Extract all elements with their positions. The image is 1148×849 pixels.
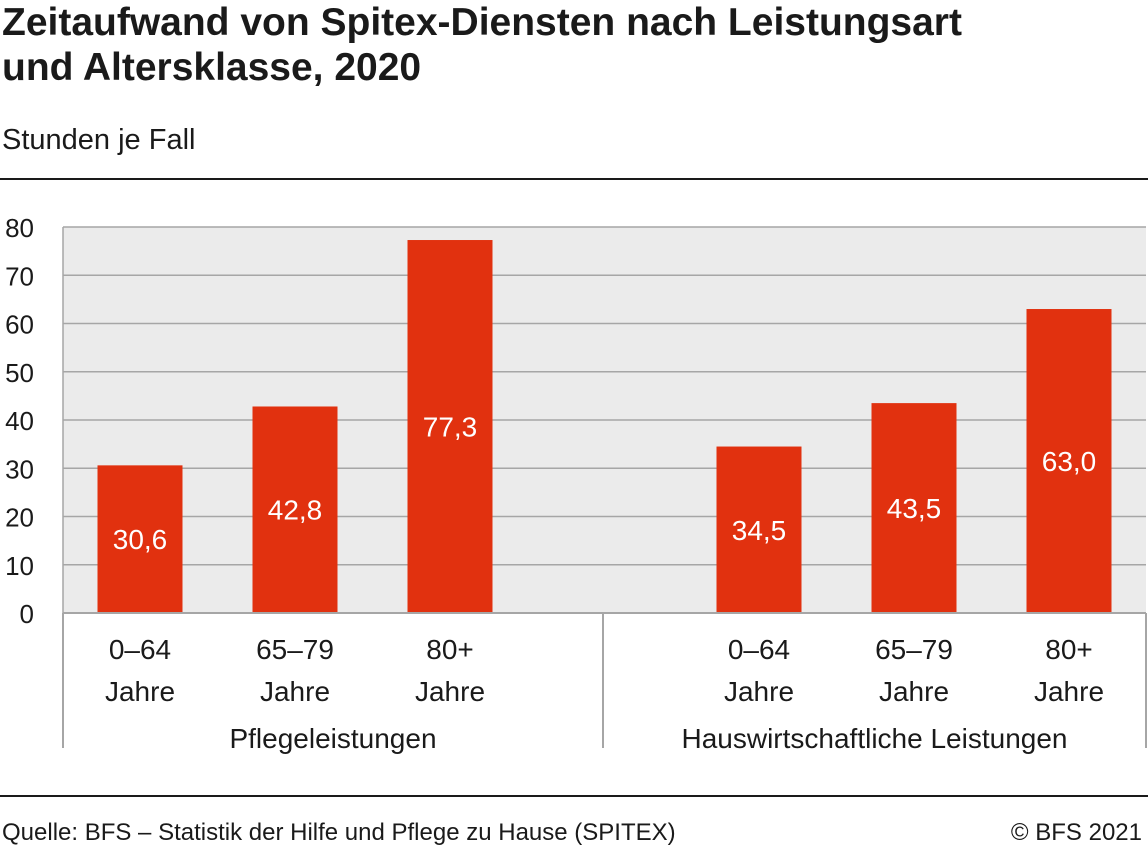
y-tick-label: 10 <box>5 551 34 581</box>
copyright-note: © BFS 2021 <box>1010 819 1142 846</box>
bar-value-label: 63,0 <box>1042 446 1097 477</box>
x-tick-label: 80+ <box>1045 634 1093 665</box>
bar-value-label: 34,5 <box>732 515 787 546</box>
x-tick-label: 65–79 <box>256 634 334 665</box>
bar <box>1026 309 1112 613</box>
x-group-label: Pflegeleistungen <box>229 723 436 754</box>
y-tick-label: 30 <box>5 454 34 484</box>
x-tick-label: 0–64 <box>109 634 171 665</box>
bar-value-label: 77,3 <box>423 412 478 443</box>
y-tick-label: 60 <box>5 310 34 340</box>
top-divider <box>0 178 1148 180</box>
x-tick-label: Jahre <box>105 676 175 707</box>
chart-title: Zeitaufwand von Spitex-Diensten nach Lei… <box>2 0 1142 90</box>
bar <box>871 403 957 613</box>
y-tick-label: 50 <box>5 358 34 388</box>
x-tick-label: Jahre <box>260 676 330 707</box>
bar <box>716 446 802 613</box>
bar-value-label: 43,5 <box>887 493 942 524</box>
bar <box>97 465 183 613</box>
y-tick-label: 20 <box>5 503 34 533</box>
x-tick-label: Jahre <box>724 676 794 707</box>
y-tick-label: 0 <box>20 599 34 629</box>
x-tick-label: Jahre <box>1034 676 1104 707</box>
x-tick-label: 0–64 <box>728 634 790 665</box>
bar <box>252 406 338 613</box>
y-tick-label: 40 <box>5 406 34 436</box>
bar <box>407 240 493 613</box>
bar-chart: 0 10 20 30 40 50 60 70 80 30,6 0–64 Jahre 42,8 65–79 J… <box>5 213 1147 754</box>
x-tick-label: Jahre <box>415 676 485 707</box>
x-tick-label: Jahre <box>879 676 949 707</box>
bar-value-label: 42,8 <box>268 495 323 526</box>
source-note: Quelle: BFS – Statistik der Hilfe und Pf… <box>2 819 676 846</box>
x-group-label: Hauswirtschaftliche Leistungen <box>682 723 1068 754</box>
bottom-divider <box>0 795 1148 797</box>
y-tick-label: 70 <box>5 261 34 291</box>
chart-title-line-1: Zeitaufwand von Spitex-Diensten nach Lei… <box>2 1 962 44</box>
bar-value-label: 30,6 <box>113 524 168 555</box>
chart-title-line-2: und Altersklasse, 2020 <box>2 46 422 89</box>
x-tick-label: 80+ <box>426 634 474 665</box>
y-tick-label: 80 <box>5 213 34 243</box>
x-tick-label: 65–79 <box>875 634 953 665</box>
chart-subtitle: Stunden je Fall <box>2 124 196 156</box>
